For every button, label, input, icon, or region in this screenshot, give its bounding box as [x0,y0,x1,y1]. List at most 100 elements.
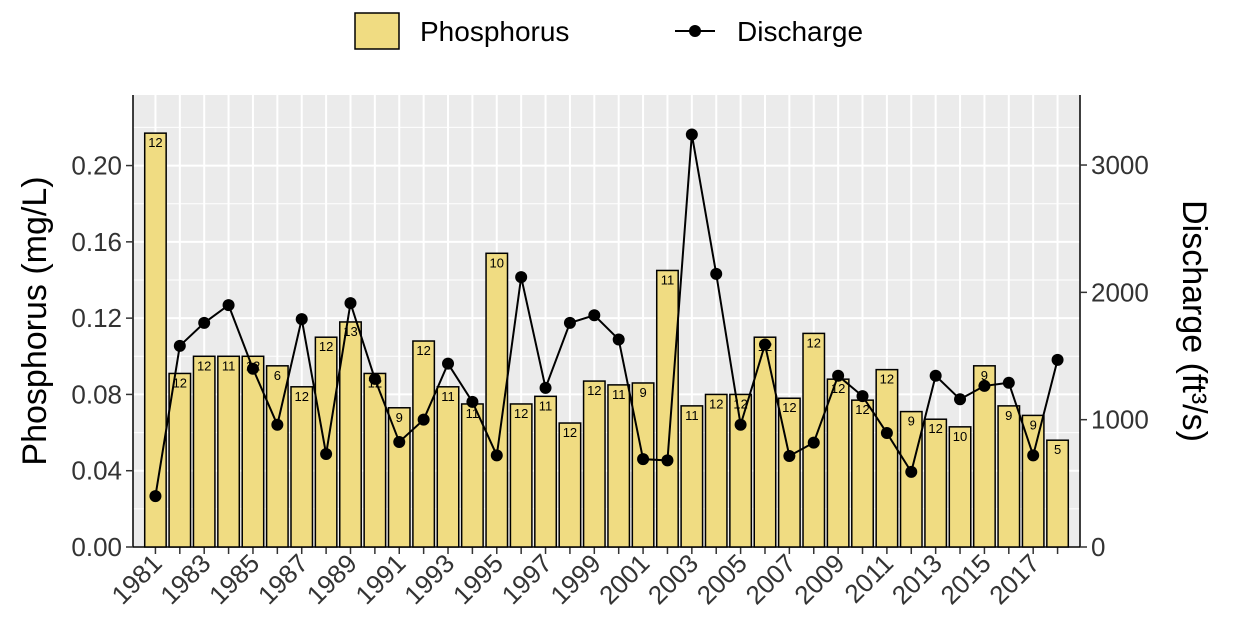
point [954,393,967,406]
point [734,418,747,431]
point [320,448,333,461]
point [588,309,601,322]
bar-count: 11 [222,358,236,373]
point [490,449,503,462]
point [515,271,528,284]
bar [753,336,777,548]
legend-point [689,25,701,37]
bar [582,380,606,548]
bar-count: 11 [441,389,455,404]
point [344,297,357,310]
bar [607,384,631,548]
bar-count: 12 [514,406,528,421]
bar-count: 6 [274,368,281,383]
y2-tick-label: 3000 [1091,150,1149,180]
x-tick-label: 1993 [398,548,460,610]
point [637,453,650,466]
bar [851,399,874,548]
bar-count: 12 [709,396,723,411]
point [539,381,552,394]
point [271,418,284,431]
point [807,436,820,449]
bar [997,405,1021,548]
bar [192,355,216,548]
bar [314,336,338,548]
bar [899,410,923,548]
bar-count: 11 [661,272,675,287]
bar [241,355,265,548]
point [417,413,430,426]
x-tick-label: 2005 [691,548,753,610]
point [710,267,723,280]
point [368,372,381,385]
point [393,435,406,448]
x-tick-label: 1995 [447,548,509,610]
x-tick-label: 2001 [593,548,655,610]
x-tick-label: 1983 [154,548,216,610]
bar-count: 10 [490,255,504,270]
point [612,333,625,346]
point [783,449,796,462]
bar [339,321,362,548]
bar [217,355,241,548]
bar-count: 11 [539,398,553,413]
point [1002,376,1015,389]
point [832,369,845,382]
legend-label: Discharge [737,16,863,47]
point [246,362,259,375]
bar [485,252,509,548]
bar [655,269,679,548]
bar-count: 12 [148,135,162,150]
bar [558,422,582,548]
x-tick-label: 1989 [301,548,363,610]
bar [924,418,948,548]
point [1051,353,1064,366]
y2-axis-title: Discharge (ft³/s) [1175,200,1213,442]
x-tick-label: 1987 [252,548,314,610]
bar-count: 5 [1054,442,1061,457]
bar-count: 12 [416,343,430,358]
x-tick-label: 2015 [935,548,997,610]
point [905,465,918,478]
bar [509,403,533,548]
point [929,369,942,382]
bar-count: 12 [587,383,601,398]
y-tick-label: 0.16 [71,227,122,257]
bar [168,372,192,548]
bar-count: 10 [953,429,967,444]
bar-count: 9 [396,410,403,425]
y-axis-title: Phosphorus (mg/L) [16,176,54,465]
bar-count: 12 [880,372,894,387]
y-tick-label: 0.20 [71,151,122,181]
point [856,390,869,403]
bar [680,405,704,548]
point [173,339,186,352]
x-tick-label: 1997 [496,548,558,610]
bar [143,132,167,548]
y2-tick-label: 2000 [1091,277,1149,307]
bar-count: 12 [928,421,942,436]
bar [290,386,314,548]
bar [875,368,899,548]
point [442,357,455,370]
x-tick-label: 1991 [349,548,411,610]
point [978,379,991,392]
point [466,395,479,408]
x-tick-label: 1985 [203,548,265,610]
point [661,454,674,467]
bar [460,403,484,548]
bar-count: 11 [612,387,626,402]
bar-count: 12 [197,358,211,373]
x-tick-label: 2003 [642,548,704,610]
bar-count: 12 [319,339,333,354]
bar-count: 9 [981,368,988,383]
bar [1021,414,1045,548]
legend-label: Phosphorus [420,16,569,47]
y-tick-label: 0.04 [71,456,122,486]
y-tick-label: 0.08 [71,379,122,409]
bar [704,393,728,548]
x-tick-label: 2009 [788,548,850,610]
bar [972,365,996,548]
bar [436,386,460,548]
